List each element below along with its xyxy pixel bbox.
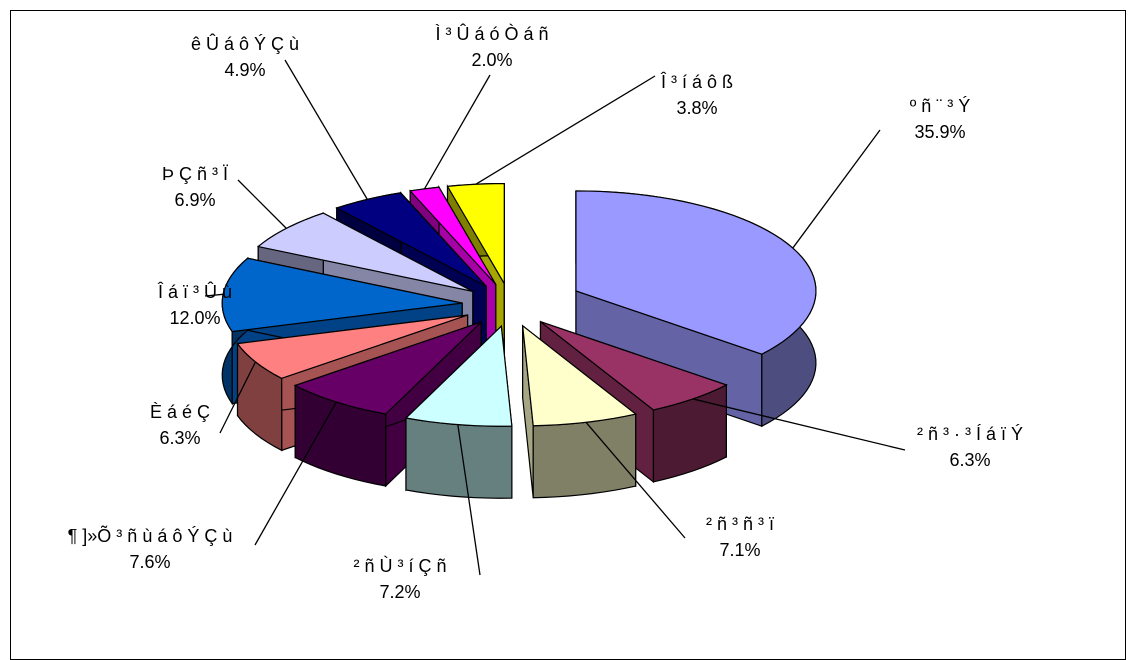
- slice-value-10: 3.8%: [676, 98, 717, 118]
- slice-top-6: [221, 257, 463, 333]
- slice-3: [404, 324, 513, 499]
- leader-line-5: [219, 361, 257, 434]
- slice-value-9: 2.0%: [471, 50, 512, 70]
- leader-lines: [204, 59, 906, 576]
- slice-value-2: 7.1%: [719, 540, 760, 560]
- slice-value-3: 7.2%: [379, 582, 420, 602]
- slice-label-4: ¶ ]»Õ ³ ñ ù á ô Ý Ç ù: [68, 525, 233, 546]
- slice-label-3: ² ñ Ù ³ í Ç ñ: [353, 555, 446, 576]
- slice-top-3: [404, 324, 513, 427]
- slice-value-7: 6.9%: [174, 190, 215, 210]
- leader-line-9: [423, 74, 491, 190]
- leader-line-1: [692, 398, 906, 451]
- slice-top-2: [521, 324, 638, 427]
- slice-value-1: 6.3%: [949, 450, 990, 470]
- slice-value-8: 4.9%: [224, 60, 265, 80]
- slice-label-10: Î ³ í á ô ß: [660, 72, 733, 92]
- slice-label-1: ² ñ ³ · ³ Í á ï Ý: [917, 424, 1023, 444]
- slice-label-5: È á é Ç: [150, 402, 210, 422]
- leader-line-8: [284, 59, 368, 200]
- leader-line-4: [254, 401, 337, 546]
- slice-value-4: 7.6%: [129, 552, 170, 572]
- leader-line-3: [457, 424, 481, 576]
- slice-label-9: Ì ³ Û á ó Ò á ñ: [435, 23, 548, 44]
- leader-line-7: [237, 179, 287, 229]
- slice-value-0: 35.9%: [914, 122, 965, 142]
- slice-side-2: [532, 413, 637, 499]
- leader-line-2: [585, 421, 686, 539]
- slice-top-7: [256, 212, 474, 292]
- slice-label-0: º ñ ¨ ³ Ý: [910, 96, 971, 116]
- slice-value-5: 6.3%: [159, 428, 200, 448]
- slice-label-6: Î á ï ³ Û ù: [157, 281, 232, 302]
- leader-line-10: [475, 75, 656, 185]
- slice-label-8: ê Û á ô Ý Ç ù: [191, 33, 299, 54]
- leader-line-0: [792, 129, 881, 249]
- slice-label-7: Þ Ç ñ ³ Ï: [162, 164, 228, 184]
- slice-value-6: 12.0%: [169, 308, 220, 328]
- leader-line-6: [204, 293, 224, 297]
- slice-label-2: ² ñ ³ ñ ³ ï: [706, 514, 774, 534]
- slice-sides: [221, 182, 817, 499]
- slice-2: [521, 324, 638, 499]
- data-labels: Î ³ í á ô ß 3.8% Ì ³ Û á ó Ò á ñ 2.0% ê Û á …: [68, 23, 1023, 602]
